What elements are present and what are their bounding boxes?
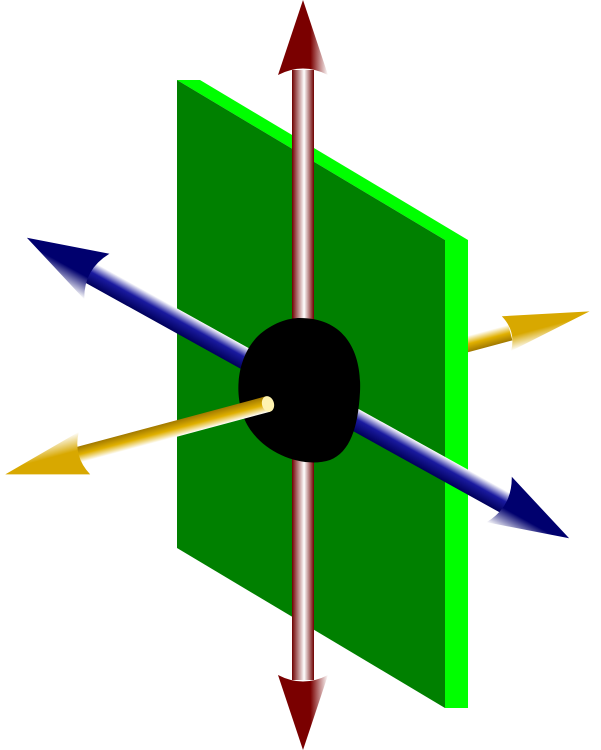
center-blob: [238, 318, 361, 463]
yellow-axis-arrow-back: [450, 311, 590, 356]
yellow-axis-arrow: [5, 396, 275, 475]
